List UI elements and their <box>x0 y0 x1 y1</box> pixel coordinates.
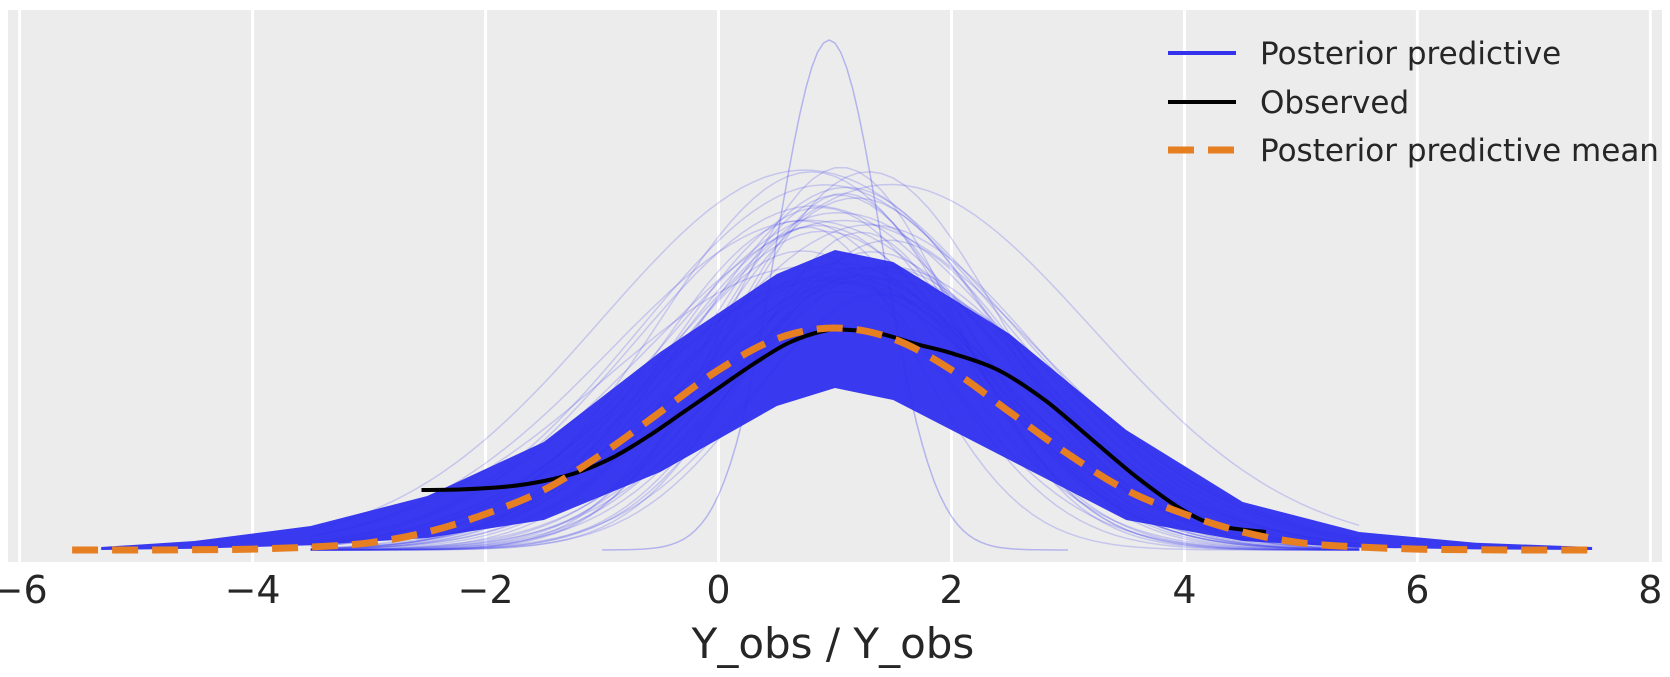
grid-lines <box>18 10 1652 562</box>
posterior-sample-curve <box>310 219 1360 551</box>
posterior-sample-curve <box>310 251 1360 551</box>
posterior-sample-curve <box>310 274 1360 551</box>
x-tick-label: −2 <box>458 568 514 612</box>
x-tick-label: 6 <box>1405 568 1429 612</box>
posterior-sample-curve <box>310 262 1360 551</box>
x-tick-label: 2 <box>939 568 963 612</box>
x-tick-label: 8 <box>1638 568 1662 612</box>
legend-label: Posterior predictive <box>1260 36 1561 72</box>
x-axis-ticks: −6 −4 −2 0 2 4 6 8 <box>0 568 1662 612</box>
posterior-sample-curve <box>310 219 1360 545</box>
posterior-sample-curve <box>310 192 1360 551</box>
posterior-sample-curve <box>310 291 1360 551</box>
posterior-sample-curve <box>310 166 1360 551</box>
x-axis-label: Y_obs / Y_obs <box>691 619 975 668</box>
posterior-sample-curve <box>310 226 1360 551</box>
posterior-sample-curve <box>310 266 1360 546</box>
posterior-sample-curve <box>310 267 1360 551</box>
legend-label: Posterior predictive mean <box>1260 133 1659 169</box>
posterior-sample-curve <box>310 169 1360 542</box>
posterior-sample-curve <box>310 266 1360 551</box>
posterior-sample-curve <box>310 294 1360 551</box>
posterior-sample-curve <box>310 224 1360 550</box>
x-tick-label: 0 <box>706 568 730 612</box>
posterior-sample-curve <box>310 211 1360 547</box>
x-tick-label: 4 <box>1172 568 1196 612</box>
posterior-sample-curve <box>310 292 1360 551</box>
posterior-sample-curve <box>310 230 1360 551</box>
posterior-sample-curve <box>310 197 1360 551</box>
posterior-sample-curve <box>310 183 1360 546</box>
posterior-sample-curve <box>310 266 1360 551</box>
posterior-sample-curve <box>310 183 1360 545</box>
posterior-sample-curve <box>310 277 1360 551</box>
posterior-sample-curve <box>310 276 1360 549</box>
legend-label: Observed <box>1260 85 1409 121</box>
posterior-sample-curve <box>310 206 1360 551</box>
posterior-sample-curve <box>310 224 1360 551</box>
posterior-sample-curve <box>310 250 1360 551</box>
posterior-sample-curve <box>310 194 1360 551</box>
posterior-sample-curve <box>310 274 1360 551</box>
posterior-sample-curve <box>310 231 1360 551</box>
posterior-sample-curve <box>310 282 1360 550</box>
posterior-sample-curve <box>310 186 1360 551</box>
posterior-sample-curve <box>310 265 1360 544</box>
x-tick-label: −6 <box>0 568 48 612</box>
posterior-sample-peak-curve <box>601 39 1068 551</box>
posterior-sample-curve <box>310 171 1360 551</box>
data-lines <box>72 324 1598 554</box>
x-tick-label: −4 <box>225 568 281 612</box>
legend: Posterior predictive Observed Posterior pr… <box>1168 36 1659 169</box>
posterior-predictive-fill <box>101 250 1593 550</box>
posterior-predictive-mean-line <box>72 324 1598 554</box>
